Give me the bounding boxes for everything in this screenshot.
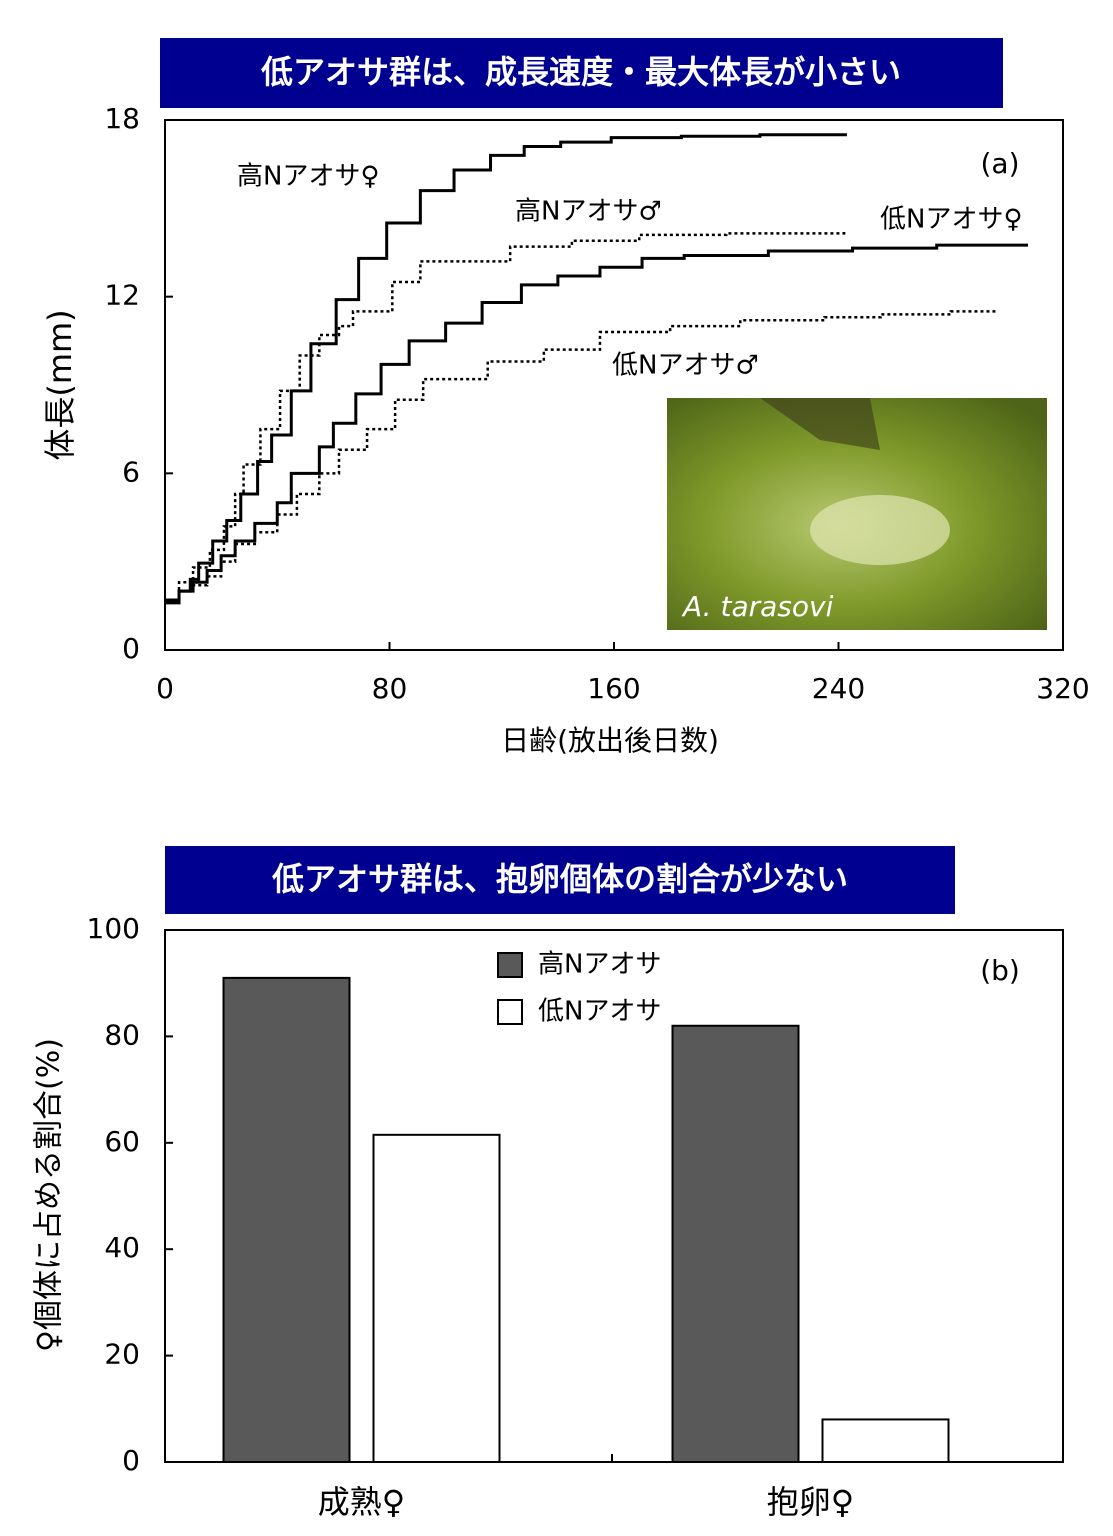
x-tick-label: 80 xyxy=(372,672,408,705)
bar xyxy=(671,1024,800,1463)
panel-label: (b) xyxy=(980,954,1020,987)
x-tick-label: 240 xyxy=(812,672,865,705)
y-tick-label: 20 xyxy=(104,1338,140,1371)
series-label: 低Nアオサ♂ xyxy=(612,351,759,381)
series-label: 高Nアオサ♀ xyxy=(237,162,380,192)
y-tick-label: 60 xyxy=(104,1125,140,1158)
x-tick-label: 0 xyxy=(156,672,174,705)
y-axis-label: 体長(mm) xyxy=(41,309,79,460)
panel-label: (a) xyxy=(980,147,1019,180)
legend-swatch xyxy=(497,952,523,978)
step-line xyxy=(165,231,846,602)
series-label: 高Nアオサ♂ xyxy=(515,197,662,227)
photo-caption: A. tarasovi xyxy=(681,590,834,623)
y-tick-label: 6 xyxy=(122,455,140,488)
bar xyxy=(821,1418,950,1463)
x-tick-label: 抱卵♀ xyxy=(767,1483,854,1521)
photo-shade xyxy=(760,398,880,450)
step-line xyxy=(165,243,1029,605)
y-tick-label: 0 xyxy=(122,1444,140,1477)
y-tick-label: 100 xyxy=(87,912,140,945)
step-line xyxy=(165,310,996,602)
chart-title: 低アオサ群は、抱卵個体の割合が少ない xyxy=(272,860,848,898)
legend-label: 低Nアオサ xyxy=(538,997,661,1027)
plot-frame xyxy=(164,929,1064,1463)
x-axis-label: 日齢(放出後日数) xyxy=(501,724,719,757)
bar xyxy=(372,1133,501,1463)
title-box xyxy=(160,38,1003,108)
y-tick-label: 18 xyxy=(104,102,140,135)
x-tick-label: 320 xyxy=(1036,672,1089,705)
y-tick-label: 0 xyxy=(122,632,140,665)
x-tick-label: 成熟♀ xyxy=(318,1483,405,1521)
step-line xyxy=(165,133,847,602)
title-box xyxy=(165,846,955,914)
y-axis-label: ♀個体に占める割合(%) xyxy=(32,1038,67,1352)
y-tick-label: 80 xyxy=(104,1018,140,1051)
series-label: 低Nアオサ♀ xyxy=(880,205,1023,235)
y-tick-label: 40 xyxy=(104,1231,140,1264)
x-tick-label: 160 xyxy=(587,672,640,705)
y-tick-label: 12 xyxy=(104,279,140,312)
chart-title: 低アオサ群は、成長速度・最大体長が小さい xyxy=(261,53,901,91)
bar xyxy=(222,976,351,1463)
legend-label: 高Nアオサ xyxy=(538,950,661,980)
legend-swatch xyxy=(497,999,523,1025)
photo-animal xyxy=(810,495,950,565)
